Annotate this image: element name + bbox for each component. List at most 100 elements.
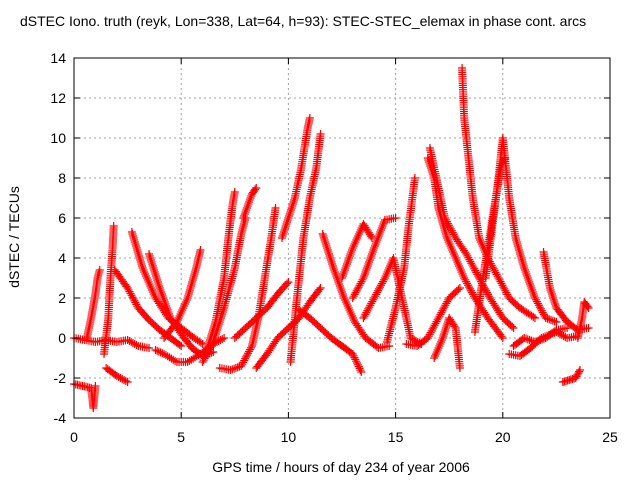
data-point bbox=[154, 347, 163, 356]
data-point bbox=[209, 326, 218, 334]
data-point bbox=[158, 349, 167, 358]
data-point bbox=[160, 298, 169, 306]
data-point bbox=[210, 320, 219, 328]
data-point bbox=[338, 290, 347, 298]
data-point bbox=[440, 214, 449, 222]
data-point bbox=[286, 206, 295, 214]
data-point bbox=[148, 288, 157, 296]
data-point bbox=[452, 256, 461, 264]
data-point bbox=[343, 260, 352, 268]
data-point bbox=[336, 284, 345, 292]
data-point bbox=[468, 290, 477, 299]
data-point bbox=[457, 268, 466, 276]
data-point bbox=[340, 268, 349, 276]
data-point bbox=[483, 290, 492, 299]
data-point bbox=[218, 335, 227, 343]
data-point bbox=[463, 279, 472, 288]
data-point bbox=[376, 281, 385, 290]
data-point bbox=[319, 232, 328, 240]
data-point bbox=[351, 355, 360, 364]
data-point bbox=[453, 258, 462, 266]
data-point bbox=[534, 336, 543, 345]
data-point bbox=[158, 292, 167, 300]
data-point bbox=[109, 222, 118, 230]
data-point bbox=[442, 322, 451, 330]
data-point bbox=[363, 264, 372, 272]
data-point bbox=[252, 184, 261, 192]
data-point bbox=[180, 302, 189, 310]
data-point bbox=[530, 338, 539, 346]
data-point bbox=[220, 334, 229, 342]
data-point bbox=[373, 288, 382, 297]
x-axis-label: GPS time / hours of day 234 of year 2006 bbox=[212, 459, 470, 475]
data-point bbox=[328, 262, 337, 270]
data-point bbox=[153, 276, 162, 284]
data-point bbox=[365, 258, 374, 266]
data-point bbox=[359, 314, 368, 322]
data-point bbox=[520, 266, 529, 274]
data-point bbox=[228, 365, 237, 374]
data-point bbox=[196, 246, 205, 254]
data-point bbox=[375, 284, 384, 293]
data-point bbox=[120, 376, 129, 384]
plot-frame bbox=[73, 57, 611, 419]
data-point bbox=[165, 312, 174, 320]
data-point bbox=[537, 306, 546, 315]
data-point bbox=[356, 279, 365, 288]
data-point bbox=[205, 338, 214, 346]
data-point bbox=[366, 254, 375, 262]
data-point bbox=[349, 242, 358, 250]
data-point bbox=[548, 292, 557, 300]
data-point bbox=[443, 219, 452, 228]
data-point bbox=[523, 335, 532, 344]
data-point bbox=[454, 285, 463, 294]
data-point bbox=[424, 156, 433, 164]
data-point bbox=[124, 285, 133, 294]
data-point bbox=[214, 337, 223, 345]
data-point bbox=[440, 330, 449, 338]
data-point bbox=[140, 268, 149, 276]
data-point bbox=[522, 270, 531, 278]
data-point bbox=[555, 330, 564, 338]
data-point bbox=[423, 334, 432, 342]
data-point bbox=[443, 297, 452, 306]
data-point bbox=[123, 378, 132, 386]
data-point bbox=[543, 314, 552, 323]
data-point bbox=[440, 303, 449, 312]
data-point bbox=[503, 290, 512, 299]
data-point bbox=[549, 294, 558, 302]
data-point bbox=[150, 268, 159, 276]
data-point bbox=[548, 316, 557, 325]
data-point bbox=[95, 266, 104, 274]
data-point bbox=[451, 254, 460, 262]
data-point bbox=[362, 308, 371, 317]
data-point bbox=[526, 282, 535, 290]
data-point bbox=[378, 222, 387, 230]
x-tick-label: 10 bbox=[281, 429, 297, 445]
data-point bbox=[179, 304, 188, 312]
data-point bbox=[278, 232, 287, 240]
data-point bbox=[432, 317, 441, 326]
data-point bbox=[371, 292, 380, 301]
data-point bbox=[173, 316, 182, 324]
data-point bbox=[288, 200, 297, 208]
data-point bbox=[112, 372, 121, 380]
data-point bbox=[442, 299, 451, 308]
data-point bbox=[385, 342, 394, 350]
data-point bbox=[239, 358, 248, 367]
data-point bbox=[138, 264, 147, 272]
data-point bbox=[433, 346, 442, 354]
data-point bbox=[368, 297, 377, 306]
data-point bbox=[233, 363, 242, 372]
data-point bbox=[374, 232, 383, 240]
data-point bbox=[146, 282, 155, 290]
data-point bbox=[441, 301, 450, 310]
data-point bbox=[525, 280, 534, 288]
data-point bbox=[323, 244, 332, 252]
data-point bbox=[546, 286, 555, 294]
data-point bbox=[545, 315, 554, 324]
data-point bbox=[131, 298, 140, 307]
data-point bbox=[455, 262, 464, 270]
data-point bbox=[355, 281, 364, 290]
data-point bbox=[447, 244, 456, 252]
